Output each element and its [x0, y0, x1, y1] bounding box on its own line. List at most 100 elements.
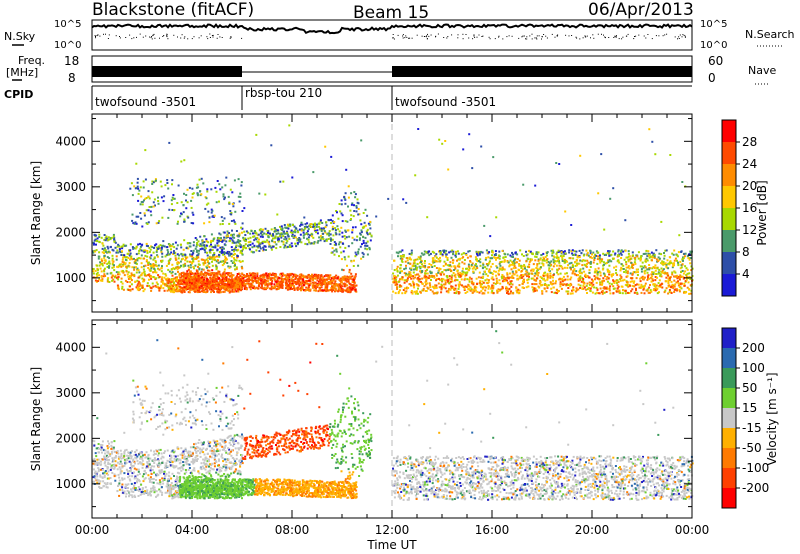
- range-cell: [178, 289, 181, 291]
- range-cell: [106, 266, 109, 268]
- range-cell: [559, 272, 562, 275]
- range-cell: [365, 230, 368, 233]
- range-cell: [362, 236, 365, 239]
- range-cell: [265, 281, 268, 284]
- range-cell: [135, 271, 138, 274]
- range-cell: [333, 249, 336, 252]
- range-cell: [167, 282, 170, 285]
- range-cell: [500, 261, 503, 263]
- range-cell: [303, 276, 306, 279]
- range-cell: [481, 277, 484, 279]
- range-cell: [346, 220, 349, 223]
- range-cell: [528, 272, 531, 275]
- range-cell: [94, 250, 97, 253]
- range-cell: [252, 232, 254, 235]
- range-cell: [542, 256, 545, 259]
- range-cell: [237, 178, 240, 181]
- range-cell: [233, 257, 235, 260]
- range-cell: [148, 197, 151, 200]
- range-cell: [196, 249, 198, 252]
- range-cell: [92, 270, 95, 273]
- range-cell: [619, 279, 622, 282]
- range-cell: [205, 240, 208, 243]
- range-cell: [161, 259, 164, 262]
- range-cell: [275, 285, 278, 288]
- range-cell: [435, 279, 438, 282]
- range-cell: [261, 280, 264, 283]
- range-cell: [290, 285, 293, 288]
- range-cell: [183, 220, 186, 223]
- range-cell: [349, 275, 351, 278]
- range-cell: [434, 292, 437, 295]
- range-cell: [462, 285, 465, 288]
- range-cell: [471, 167, 474, 170]
- range-cell: [419, 270, 422, 273]
- range-cell: [152, 285, 155, 288]
- range-cell: [136, 257, 139, 260]
- station-title: Blackstone (fitACF): [92, 0, 254, 20]
- range-cell: [160, 260, 163, 263]
- range-cell: [231, 229, 233, 232]
- range-cell: [413, 265, 416, 268]
- range-cell: [103, 262, 106, 265]
- range-cell: [307, 282, 310, 285]
- range-cell: [256, 240, 259, 243]
- range-cell: [282, 240, 285, 243]
- range-cell: [417, 287, 419, 290]
- range-cell: [314, 229, 317, 232]
- range-cell: [611, 257, 614, 260]
- range-cell: [180, 264, 182, 267]
- range-cell: [102, 244, 105, 247]
- range-cell: [143, 265, 145, 268]
- range-cell: [288, 278, 291, 281]
- range-cell: [602, 252, 605, 255]
- range-cell: [512, 292, 515, 295]
- range-cell: [526, 279, 529, 282]
- range-cell: [503, 260, 506, 263]
- range-cell: [193, 258, 195, 261]
- range-cell: [189, 286, 192, 289]
- range-cell: [246, 278, 249, 281]
- range-cell: [201, 247, 204, 250]
- range-cell: [463, 287, 466, 290]
- range-cell: [190, 222, 193, 224]
- range-cell: [598, 270, 601, 273]
- range-cell: [143, 278, 145, 281]
- range-cell: [203, 249, 206, 251]
- range-cell: [421, 263, 423, 266]
- range-cell: [110, 271, 113, 274]
- range-cell: [535, 251, 538, 254]
- range-cell: [412, 285, 415, 288]
- range-cell: [565, 272, 568, 275]
- range-cell: [452, 250, 455, 253]
- range-cell: [594, 276, 597, 279]
- range-cell: [256, 234, 259, 237]
- range-cell: [451, 259, 454, 262]
- range-cell: [459, 257, 462, 260]
- range-cell: [594, 292, 597, 295]
- range-cell: [584, 274, 587, 277]
- range-cell: [167, 260, 170, 263]
- range-cell: [241, 260, 244, 263]
- range-cell: [323, 278, 326, 281]
- range-cell: [105, 235, 108, 238]
- range-cell: [518, 277, 521, 280]
- range-cell: [138, 271, 141, 274]
- range-cell: [402, 255, 405, 258]
- range-cell: [248, 276, 251, 278]
- range-cell: [571, 272, 574, 275]
- range-cell: [183, 159, 186, 162]
- range-cell: [603, 263, 605, 266]
- range-cell: [107, 250, 110, 253]
- range-cell: [189, 242, 192, 245]
- range-cell: [547, 260, 550, 263]
- range-cell: [496, 266, 499, 269]
- range-cell: [121, 285, 124, 288]
- range-cell: [399, 255, 402, 258]
- range-cell: [307, 228, 310, 231]
- range-cell: [182, 204, 185, 207]
- range-cell: [475, 265, 478, 268]
- range-cell: [153, 256, 156, 259]
- range-cell: [346, 278, 349, 281]
- range-cell: [163, 195, 166, 198]
